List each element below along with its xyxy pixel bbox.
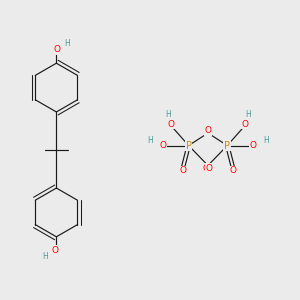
Text: O: O — [180, 166, 187, 175]
Text: O: O — [249, 141, 256, 150]
Text: H: H — [245, 110, 251, 119]
Text: O: O — [167, 120, 174, 129]
Text: H: H — [165, 110, 171, 119]
Text: O: O — [52, 246, 59, 255]
Text: H: H — [263, 136, 269, 145]
Text: H: H — [43, 252, 48, 261]
Text: P: P — [224, 140, 230, 151]
Text: O: O — [205, 126, 212, 135]
Text: H: H — [64, 39, 70, 48]
Text: O: O — [206, 164, 213, 172]
Text: H: H — [147, 136, 153, 145]
Text: O: O — [242, 120, 249, 129]
Text: O: O — [203, 164, 210, 172]
Text: O: O — [160, 141, 167, 150]
Text: O: O — [229, 166, 236, 175]
Text: P: P — [186, 140, 192, 151]
Text: O: O — [54, 45, 61, 54]
